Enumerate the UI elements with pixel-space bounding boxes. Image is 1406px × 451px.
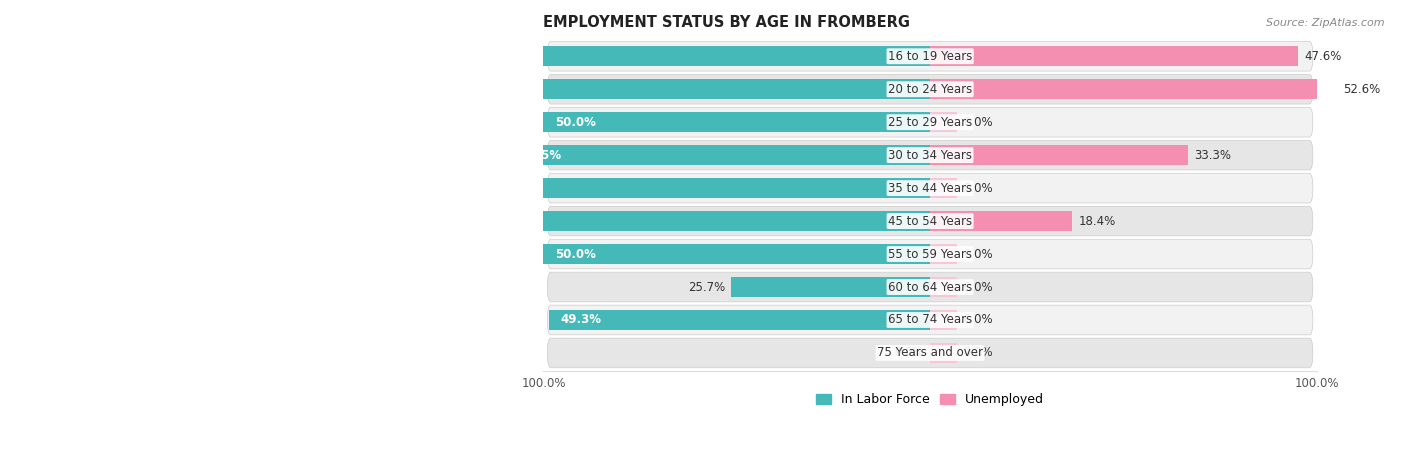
Bar	[931, 145, 1188, 166]
Bar	[931, 310, 957, 330]
Text: 65 to 74 Years: 65 to 74 Years	[889, 313, 972, 327]
Bar	[931, 343, 957, 363]
Text: 100.0%: 100.0%	[169, 83, 218, 96]
Text: 25.7%: 25.7%	[688, 281, 725, 294]
Text: 75 Years and over: 75 Years and over	[877, 346, 983, 359]
Text: 18.4%: 18.4%	[1078, 215, 1116, 228]
FancyBboxPatch shape	[547, 239, 1313, 269]
Text: 0.0%: 0.0%	[963, 346, 993, 359]
Bar	[931, 79, 1337, 99]
Text: 0.0%: 0.0%	[963, 313, 993, 327]
Text: 0.0%: 0.0%	[894, 346, 924, 359]
Text: 55 to 59 Years: 55 to 59 Years	[889, 248, 972, 261]
Text: 47.6%: 47.6%	[1305, 50, 1341, 63]
Text: 50.0%: 50.0%	[555, 248, 596, 261]
Text: 60 to 64 Years: 60 to 64 Years	[889, 281, 972, 294]
Text: 33.3%: 33.3%	[1194, 149, 1230, 161]
Bar	[731, 277, 931, 297]
FancyBboxPatch shape	[547, 338, 1313, 368]
Text: 54.5%: 54.5%	[520, 149, 561, 161]
FancyBboxPatch shape	[547, 305, 1313, 335]
Text: 50.0%: 50.0%	[555, 115, 596, 129]
Bar	[229, 211, 931, 231]
FancyBboxPatch shape	[547, 41, 1313, 71]
FancyBboxPatch shape	[547, 173, 1313, 203]
Text: 97.2%: 97.2%	[190, 182, 231, 195]
Text: Source: ZipAtlas.com: Source: ZipAtlas.com	[1267, 18, 1385, 28]
Bar	[157, 79, 931, 99]
Bar	[544, 112, 931, 133]
Bar	[931, 277, 957, 297]
Text: 0.0%: 0.0%	[963, 115, 993, 129]
Text: 16 to 19 Years: 16 to 19 Years	[889, 50, 973, 63]
Text: 30 to 34 Years: 30 to 34 Years	[889, 149, 972, 161]
Bar	[931, 211, 1073, 231]
FancyBboxPatch shape	[547, 74, 1313, 104]
FancyBboxPatch shape	[547, 206, 1313, 236]
Bar	[544, 244, 931, 264]
Text: 0.0%: 0.0%	[963, 281, 993, 294]
FancyBboxPatch shape	[547, 140, 1313, 170]
Bar	[548, 310, 931, 330]
Text: 0.0%: 0.0%	[963, 182, 993, 195]
Text: 70.0%: 70.0%	[401, 50, 441, 63]
FancyBboxPatch shape	[547, 272, 1313, 302]
FancyBboxPatch shape	[547, 107, 1313, 137]
Bar	[931, 46, 1298, 66]
Bar	[931, 112, 957, 133]
Bar	[931, 178, 957, 198]
Bar	[931, 244, 957, 264]
Text: 90.7%: 90.7%	[240, 215, 281, 228]
Text: 45 to 54 Years: 45 to 54 Years	[889, 215, 972, 228]
Text: EMPLOYMENT STATUS BY AGE IN FROMBERG: EMPLOYMENT STATUS BY AGE IN FROMBERG	[544, 15, 911, 30]
Bar	[389, 46, 931, 66]
Legend: In Labor Force, Unemployed: In Labor Force, Unemployed	[811, 388, 1049, 411]
Text: 0.0%: 0.0%	[963, 248, 993, 261]
Text: 49.3%: 49.3%	[561, 313, 602, 327]
Text: 20 to 24 Years: 20 to 24 Years	[889, 83, 972, 96]
Text: 35 to 44 Years: 35 to 44 Years	[889, 182, 972, 195]
Text: 25 to 29 Years: 25 to 29 Years	[889, 115, 972, 129]
Bar	[509, 145, 931, 166]
Bar	[179, 178, 931, 198]
Text: 52.6%: 52.6%	[1343, 83, 1381, 96]
